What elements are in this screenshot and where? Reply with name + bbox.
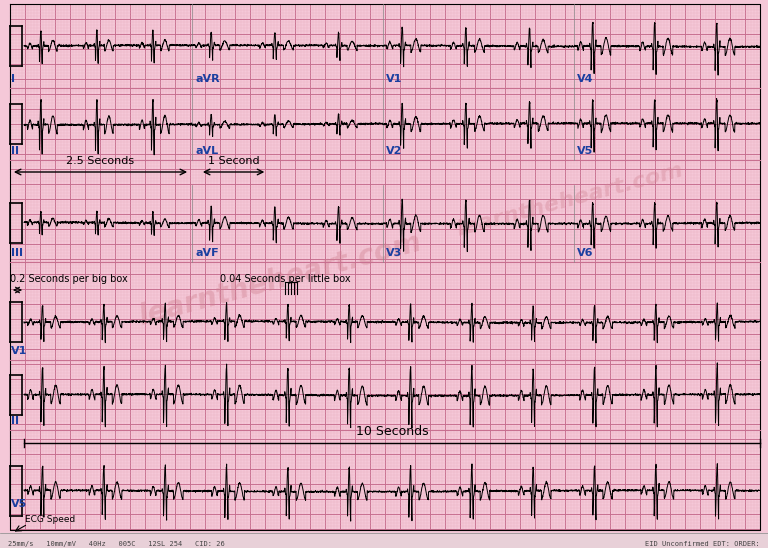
- Text: 2.5 Seconds: 2.5 Seconds: [67, 156, 134, 166]
- Text: V5: V5: [577, 146, 593, 156]
- Text: aVR: aVR: [195, 74, 220, 84]
- Text: I: I: [11, 74, 15, 84]
- Text: 0.04 Seconds per little box: 0.04 Seconds per little box: [220, 274, 351, 284]
- Text: V1: V1: [11, 346, 28, 356]
- Text: V1: V1: [386, 74, 402, 84]
- Text: aVL: aVL: [195, 146, 218, 156]
- Text: learntheheart.com: learntheheart.com: [135, 229, 425, 331]
- Text: V6: V6: [577, 248, 594, 258]
- Text: 0.2 Seconds per big box: 0.2 Seconds per big box: [10, 274, 127, 284]
- Text: aVF: aVF: [195, 248, 219, 258]
- Text: V2: V2: [386, 146, 402, 156]
- Text: 10 Seconds: 10 Seconds: [356, 425, 429, 438]
- Text: 25mm/s   10mm/mV   40Hz   005C   12SL 254   CID: 26: 25mm/s 10mm/mV 40Hz 005C 12SL 254 CID: 2…: [8, 541, 225, 547]
- Text: III: III: [11, 248, 23, 258]
- Text: II: II: [11, 416, 19, 426]
- Text: V3: V3: [386, 248, 402, 258]
- Text: II: II: [11, 146, 19, 156]
- Text: ECG Speed: ECG Speed: [25, 515, 75, 524]
- Text: learntheheart.com: learntheheart.com: [455, 160, 686, 240]
- Text: 1 Second: 1 Second: [208, 156, 260, 166]
- Text: EID Unconfirmed EDT: ORDER:: EID Unconfirmed EDT: ORDER:: [645, 541, 760, 547]
- Text: V5: V5: [11, 499, 27, 509]
- Text: V4: V4: [577, 74, 594, 84]
